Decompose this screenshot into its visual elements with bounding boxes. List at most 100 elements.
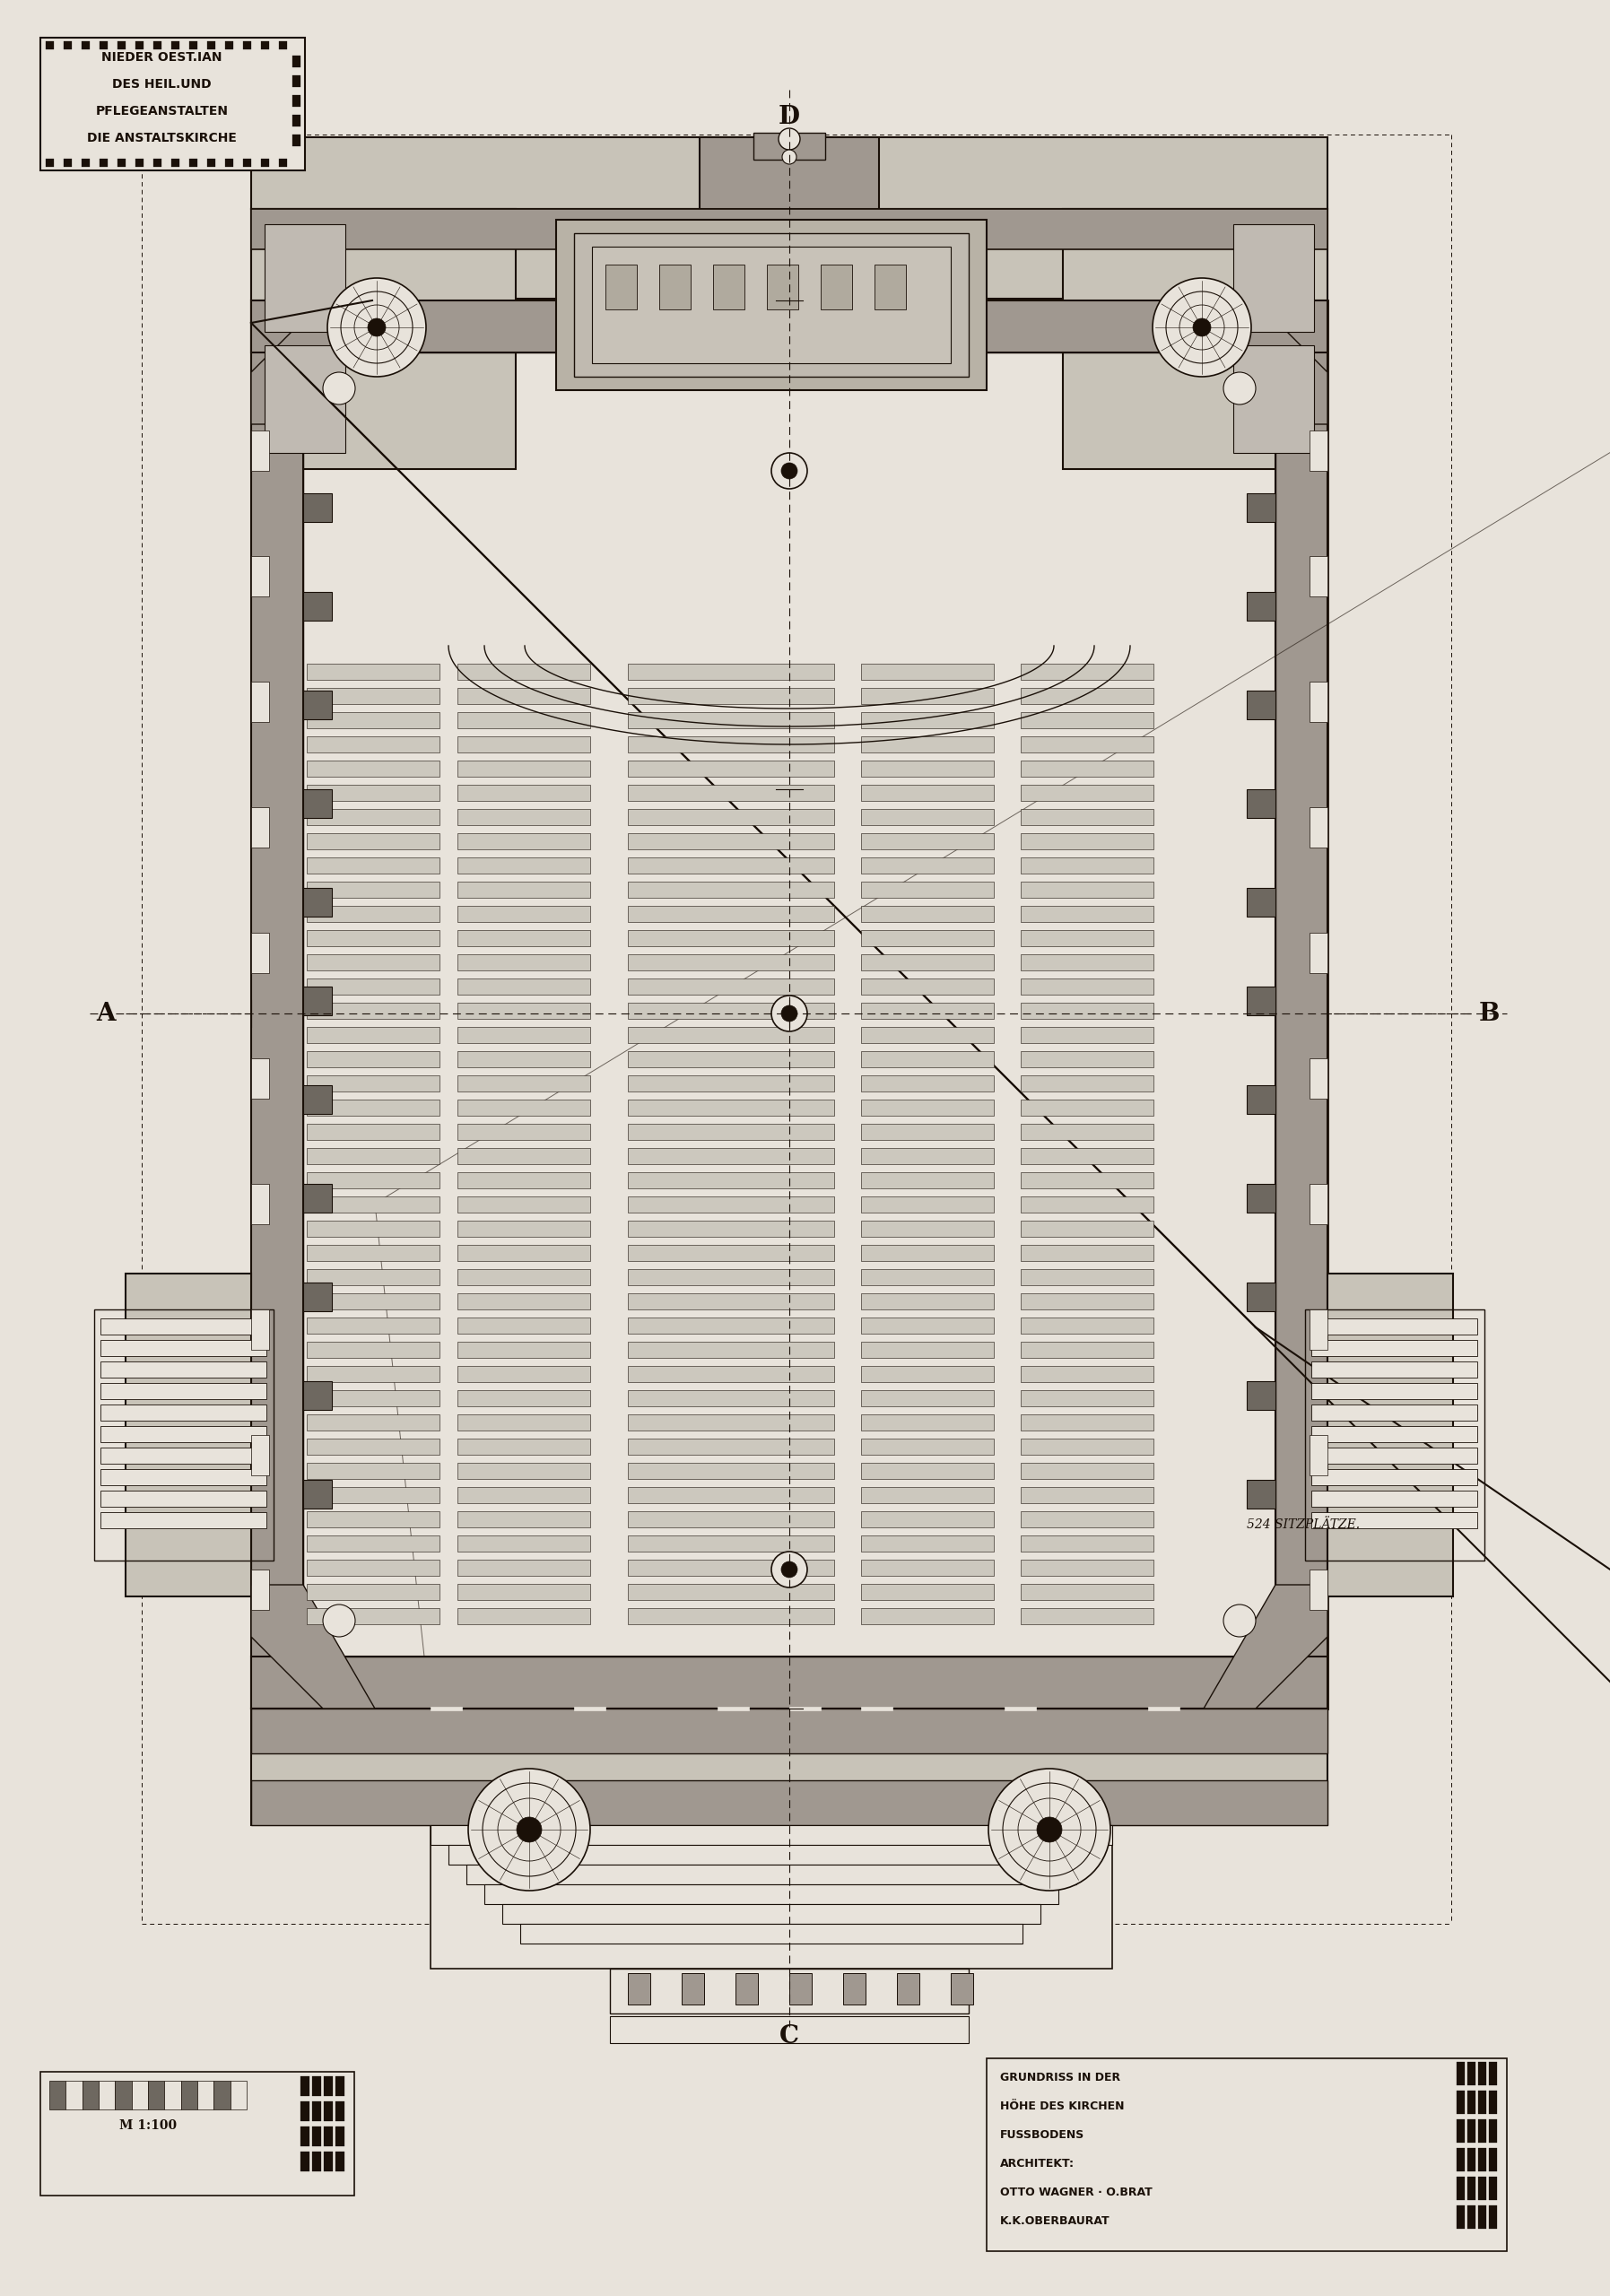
Bar [457, 1536, 591, 1552]
Bar [628, 1270, 834, 1286]
Bar [861, 907, 993, 923]
Bar [261, 158, 269, 168]
Bar [457, 664, 591, 680]
Bar [628, 1366, 834, 1382]
Bar [303, 1481, 332, 1508]
Bar [1275, 301, 1328, 1708]
Bar [308, 1536, 440, 1552]
Circle shape [1224, 372, 1256, 404]
Bar [1021, 1075, 1153, 1091]
Bar [628, 1414, 834, 1430]
Bar [1311, 1446, 1478, 1465]
Circle shape [324, 1605, 356, 1637]
Bar [457, 1511, 591, 1527]
Bar [308, 1026, 440, 1042]
Bar [628, 1221, 834, 1238]
Bar [324, 2151, 333, 2172]
Bar [789, 1706, 821, 1711]
Bar [861, 955, 993, 971]
Bar [700, 138, 879, 209]
Bar [861, 1293, 993, 1309]
Bar [753, 133, 826, 161]
Bar [1021, 1463, 1153, 1479]
Bar [1246, 592, 1275, 620]
Bar [844, 1972, 866, 2004]
Bar [430, 1706, 462, 1711]
Bar [100, 1426, 266, 1442]
Bar [628, 1196, 834, 1212]
Bar [312, 2126, 320, 2147]
Bar [303, 1283, 332, 1311]
Bar [457, 1341, 591, 1357]
Bar [171, 158, 179, 168]
Bar [1233, 344, 1314, 452]
Bar [457, 1003, 591, 1019]
Bar [1457, 2062, 1465, 2085]
Text: DIE ANSTALTSKIRCHE: DIE ANSTALTSKIRCHE [87, 131, 237, 145]
Bar [308, 907, 440, 923]
Bar [1489, 2149, 1497, 2172]
Bar [1309, 432, 1328, 471]
Bar [308, 1463, 440, 1479]
Bar [251, 432, 269, 471]
Bar [261, 41, 269, 48]
Bar [308, 1052, 440, 1068]
Bar [457, 1123, 591, 1139]
Bar [628, 833, 834, 850]
Bar [251, 1655, 1328, 1708]
Bar [1467, 2092, 1475, 2115]
Bar [1021, 1052, 1153, 1068]
Bar [861, 785, 993, 801]
Bar [1021, 833, 1153, 850]
Bar [457, 737, 591, 753]
Bar [308, 1003, 440, 1019]
Bar [861, 1463, 993, 1479]
Bar [457, 833, 591, 850]
Bar [82, 2080, 98, 2110]
Bar [301, 2076, 309, 2096]
Circle shape [1193, 319, 1211, 335]
Circle shape [1153, 278, 1251, 377]
Bar [1021, 978, 1153, 994]
Bar [308, 808, 440, 824]
Circle shape [771, 996, 807, 1031]
Bar [1021, 1270, 1153, 1286]
Bar [861, 1075, 993, 1091]
Bar [1021, 689, 1153, 705]
Bar [897, 1972, 919, 2004]
Bar [861, 1196, 993, 1212]
Bar [457, 1366, 591, 1382]
Bar [628, 1003, 834, 1019]
Circle shape [1018, 1798, 1080, 1862]
Bar [190, 158, 198, 168]
Bar [308, 1075, 440, 1091]
Bar [153, 41, 161, 48]
Bar [303, 354, 1275, 1655]
Bar [628, 1052, 834, 1068]
Bar [628, 664, 834, 680]
Bar [457, 930, 591, 946]
Polygon shape [1204, 1584, 1328, 1708]
Bar [1021, 1440, 1153, 1456]
Bar [457, 712, 591, 728]
Bar [457, 1244, 591, 1261]
Bar [1021, 808, 1153, 824]
Bar [335, 2076, 345, 2096]
Bar [308, 1270, 440, 1286]
Bar [1021, 955, 1153, 971]
Bar [1021, 882, 1153, 898]
Bar [100, 41, 108, 48]
Bar [1021, 1488, 1153, 1504]
Bar [457, 1389, 591, 1405]
Bar [93, 1309, 274, 1561]
Circle shape [327, 278, 427, 377]
Bar [293, 115, 301, 126]
Bar [628, 760, 834, 776]
Bar [861, 689, 993, 705]
Bar [861, 1536, 993, 1552]
Bar [457, 882, 591, 898]
Bar [308, 1293, 440, 1309]
Bar [64, 158, 72, 168]
Bar [628, 1075, 834, 1091]
Bar [303, 1185, 332, 1212]
